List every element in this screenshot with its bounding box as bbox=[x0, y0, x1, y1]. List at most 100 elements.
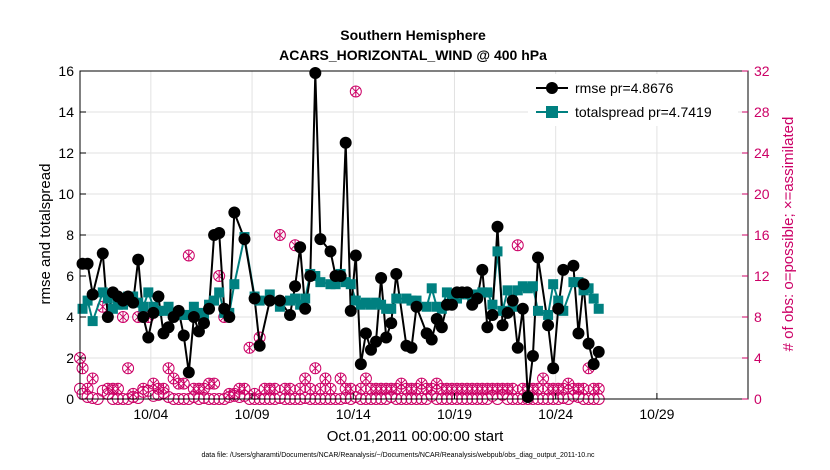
y-axis-label: rmse and totalspread bbox=[37, 164, 54, 305]
rmse-point bbox=[552, 302, 565, 315]
obs-assimilated-point bbox=[319, 372, 332, 385]
y-tick-label: 8 bbox=[66, 227, 74, 243]
chart-title: Southern Hemisphere bbox=[340, 27, 486, 43]
y2-tick-label: 20 bbox=[754, 186, 770, 202]
totalspread-point bbox=[421, 301, 432, 312]
totalspread-point bbox=[214, 287, 225, 298]
totalspread-point bbox=[355, 299, 366, 310]
obs-assimilated-point bbox=[243, 341, 256, 354]
rmse-point bbox=[203, 302, 216, 315]
data-file-footer: data file: /Users/gharamti/Documents/NCA… bbox=[201, 452, 595, 459]
totalspread-point bbox=[82, 295, 93, 306]
legend-spread-label: totalspread pr=4.7419 bbox=[575, 104, 712, 120]
totalspread-point bbox=[532, 305, 543, 316]
rmse-point bbox=[152, 290, 165, 303]
rmse-point bbox=[132, 253, 145, 266]
rmse-point bbox=[263, 294, 276, 307]
totalspread-point bbox=[102, 293, 113, 304]
rmse-point bbox=[177, 329, 190, 342]
rmse-point bbox=[127, 296, 140, 309]
rmse-point bbox=[471, 292, 484, 305]
obs-assimilated-point bbox=[117, 311, 130, 323]
totalspread-point bbox=[482, 287, 493, 298]
obs-assimilated-point bbox=[577, 382, 590, 395]
rmse-point bbox=[162, 321, 175, 334]
rmse-point bbox=[511, 341, 524, 354]
totalspread-point bbox=[517, 281, 528, 292]
rmse-point bbox=[445, 298, 458, 311]
obs-assimilated-point bbox=[354, 382, 367, 395]
rmse-point bbox=[526, 349, 539, 362]
obs-assimilated-point bbox=[531, 382, 544, 395]
totalspread-point bbox=[487, 299, 498, 310]
obs-assimilated-point bbox=[299, 372, 312, 385]
totalspread-point bbox=[492, 246, 503, 257]
obs-assimilated-point bbox=[273, 229, 286, 241]
totalspread-point bbox=[158, 305, 169, 316]
legend: rmse pr=4.8676 totalspread pr=4.7419 bbox=[528, 74, 738, 126]
rmse-point bbox=[435, 321, 448, 334]
rmse-point bbox=[501, 306, 514, 319]
rmse-point bbox=[547, 362, 560, 375]
totalspread-point bbox=[295, 299, 306, 310]
rmse-point bbox=[349, 249, 362, 262]
totalspread-point bbox=[436, 303, 447, 314]
rmse-point bbox=[223, 311, 236, 323]
rmse-point bbox=[516, 302, 529, 315]
totalspread-point bbox=[411, 295, 422, 306]
rmse-point bbox=[101, 311, 114, 323]
obs-assimilated-point bbox=[537, 372, 550, 385]
y2-tick-label: 12 bbox=[754, 268, 770, 284]
rmse-point bbox=[339, 136, 352, 149]
obs-assimilated-point bbox=[324, 382, 337, 395]
rmse-point bbox=[486, 308, 499, 321]
obs-assimilated-point bbox=[86, 372, 99, 385]
rmse-point bbox=[476, 263, 489, 276]
rmse-point bbox=[405, 341, 418, 354]
totalspread-point bbox=[198, 312, 209, 322]
totalspread-point bbox=[138, 301, 149, 312]
obs-assimilated-point bbox=[344, 382, 357, 395]
obs-assimilated-point bbox=[162, 362, 175, 375]
totalspread-point bbox=[522, 283, 533, 294]
obs-assimilated-point bbox=[248, 387, 261, 400]
rmse-point bbox=[375, 272, 388, 285]
totalspread-point bbox=[543, 309, 554, 320]
rmse-point bbox=[294, 241, 307, 254]
totalspread-point bbox=[300, 293, 311, 304]
rmse-point bbox=[496, 319, 509, 332]
y-tick-label: 6 bbox=[66, 268, 74, 284]
rmse-point bbox=[273, 294, 286, 307]
totalspread-point bbox=[548, 279, 559, 290]
totalspread-point bbox=[193, 307, 204, 318]
y2-tick-label: 24 bbox=[754, 145, 770, 161]
obs-assimilated-point bbox=[349, 85, 362, 98]
y2-tick-label: 32 bbox=[754, 63, 770, 79]
totalspread-point bbox=[360, 297, 371, 308]
totalspread-point bbox=[285, 295, 296, 306]
rmse-point bbox=[182, 366, 195, 379]
totalspread-point bbox=[97, 287, 108, 298]
rmse-point bbox=[197, 317, 210, 330]
rmse-point bbox=[354, 358, 367, 371]
rmse-point bbox=[172, 304, 185, 317]
obs-assimilated-point bbox=[592, 382, 605, 395]
totalspread-point bbox=[583, 283, 594, 294]
obs-assimilated-point bbox=[511, 239, 524, 252]
totalspread-point bbox=[274, 301, 285, 312]
totalspread-point bbox=[264, 289, 275, 300]
obs-possible-point bbox=[86, 391, 99, 404]
rmse-point bbox=[587, 358, 600, 371]
totalspread-point bbox=[178, 309, 189, 320]
y-tick-label: 14 bbox=[58, 104, 74, 120]
legend-rmse-marker bbox=[546, 82, 558, 94]
totalspread-point bbox=[325, 279, 336, 290]
obs-assimilated-point bbox=[177, 377, 190, 390]
rmse-point bbox=[187, 311, 200, 323]
rmse-point bbox=[582, 337, 595, 350]
x-tick-label: 10/24 bbox=[538, 406, 573, 422]
totalspread-point bbox=[568, 277, 579, 288]
obs-possible-point bbox=[299, 391, 312, 404]
totalspread-point bbox=[401, 293, 412, 304]
